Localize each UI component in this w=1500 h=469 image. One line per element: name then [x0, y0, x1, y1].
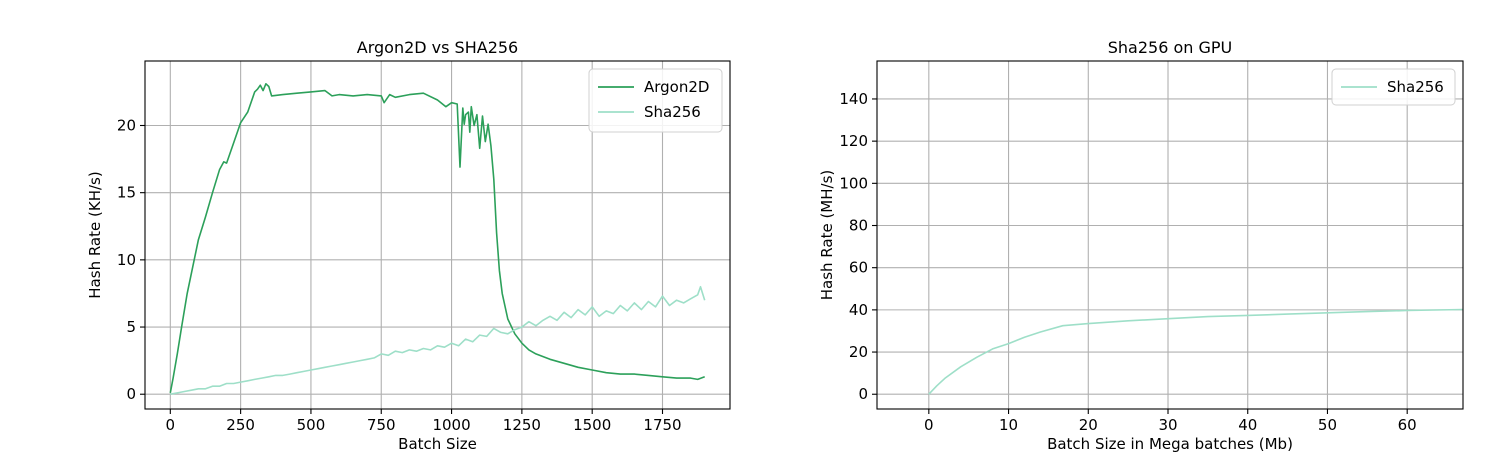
y-axis-label: Hash Rate (MH/s) — [818, 170, 836, 301]
y-tick-label: 60 — [849, 259, 868, 277]
chart-title: Argon2D vs SHA256 — [357, 38, 518, 57]
y-tick-label: 100 — [839, 174, 868, 192]
x-tick-label: 1500 — [573, 416, 611, 434]
x-axis-label: Batch Size in Mega batches (Mb) — [1047, 435, 1293, 453]
x-tick-label: 10 — [999, 416, 1018, 434]
y-tick-label: 10 — [117, 251, 136, 269]
y-tick-label: 5 — [126, 318, 136, 336]
chart-title: Sha256 on GPU — [1108, 38, 1233, 57]
series-line-sha256 — [170, 285, 706, 395]
x-tick-label: 1000 — [432, 416, 470, 434]
x-tick-label: 30 — [1158, 416, 1177, 434]
y-tick-label: 15 — [117, 184, 136, 202]
y-tick-label: 0 — [858, 385, 868, 403]
x-tick-label: 500 — [297, 416, 326, 434]
x-tick-label: 250 — [226, 416, 255, 434]
y-tick-label: 120 — [839, 132, 868, 150]
series-line-sha256 — [928, 308, 1463, 395]
legend-label-sha256: Sha256 — [1387, 78, 1444, 96]
legend-label-argon2d: Argon2D — [644, 78, 709, 96]
y-tick-label: 0 — [126, 385, 136, 403]
x-tick-label: 750 — [367, 416, 396, 434]
legend-box — [1331, 68, 1456, 106]
plot-frame — [876, 60, 1464, 410]
chart-argon2d-vs-sha256: 0 250 500 750 1000 1250 1500 1750 0 5 10 15 20 Argon2… — [86, 38, 731, 453]
legend-label-sha256: Sha256 — [644, 103, 701, 121]
y-tick-label: 20 — [117, 116, 136, 134]
plot-frame — [144, 60, 731, 410]
y-tick-label: 140 — [839, 90, 868, 108]
legend: Sha256 — [1331, 68, 1456, 106]
x-tick-label: 0 — [924, 416, 934, 434]
y-tick-label: 80 — [849, 217, 868, 235]
chart-sha256-on-gpu: 0 10 20 30 40 50 60 0 20 40 60 80 100 120 140 Sha256 on… — [818, 38, 1464, 453]
x-tick-label: 60 — [1398, 416, 1417, 434]
y-axis-label: Hash Rate (KH/s) — [86, 171, 104, 298]
y-tick-label: 20 — [849, 343, 868, 361]
y-tick-label: 40 — [849, 301, 868, 319]
series-line-argon2d — [169, 83, 705, 394]
x-axis-label: Batch Size — [398, 435, 477, 453]
x-tick-label: 0 — [166, 416, 176, 434]
x-tick-label: 1750 — [643, 416, 681, 434]
x-tick-label: 1250 — [503, 416, 541, 434]
x-tick-label: 20 — [1079, 416, 1098, 434]
legend-box — [588, 68, 723, 133]
x-tick-label: 50 — [1318, 416, 1337, 434]
legend: Argon2D Sha256 — [588, 68, 723, 133]
x-tick-label: 40 — [1238, 416, 1257, 434]
